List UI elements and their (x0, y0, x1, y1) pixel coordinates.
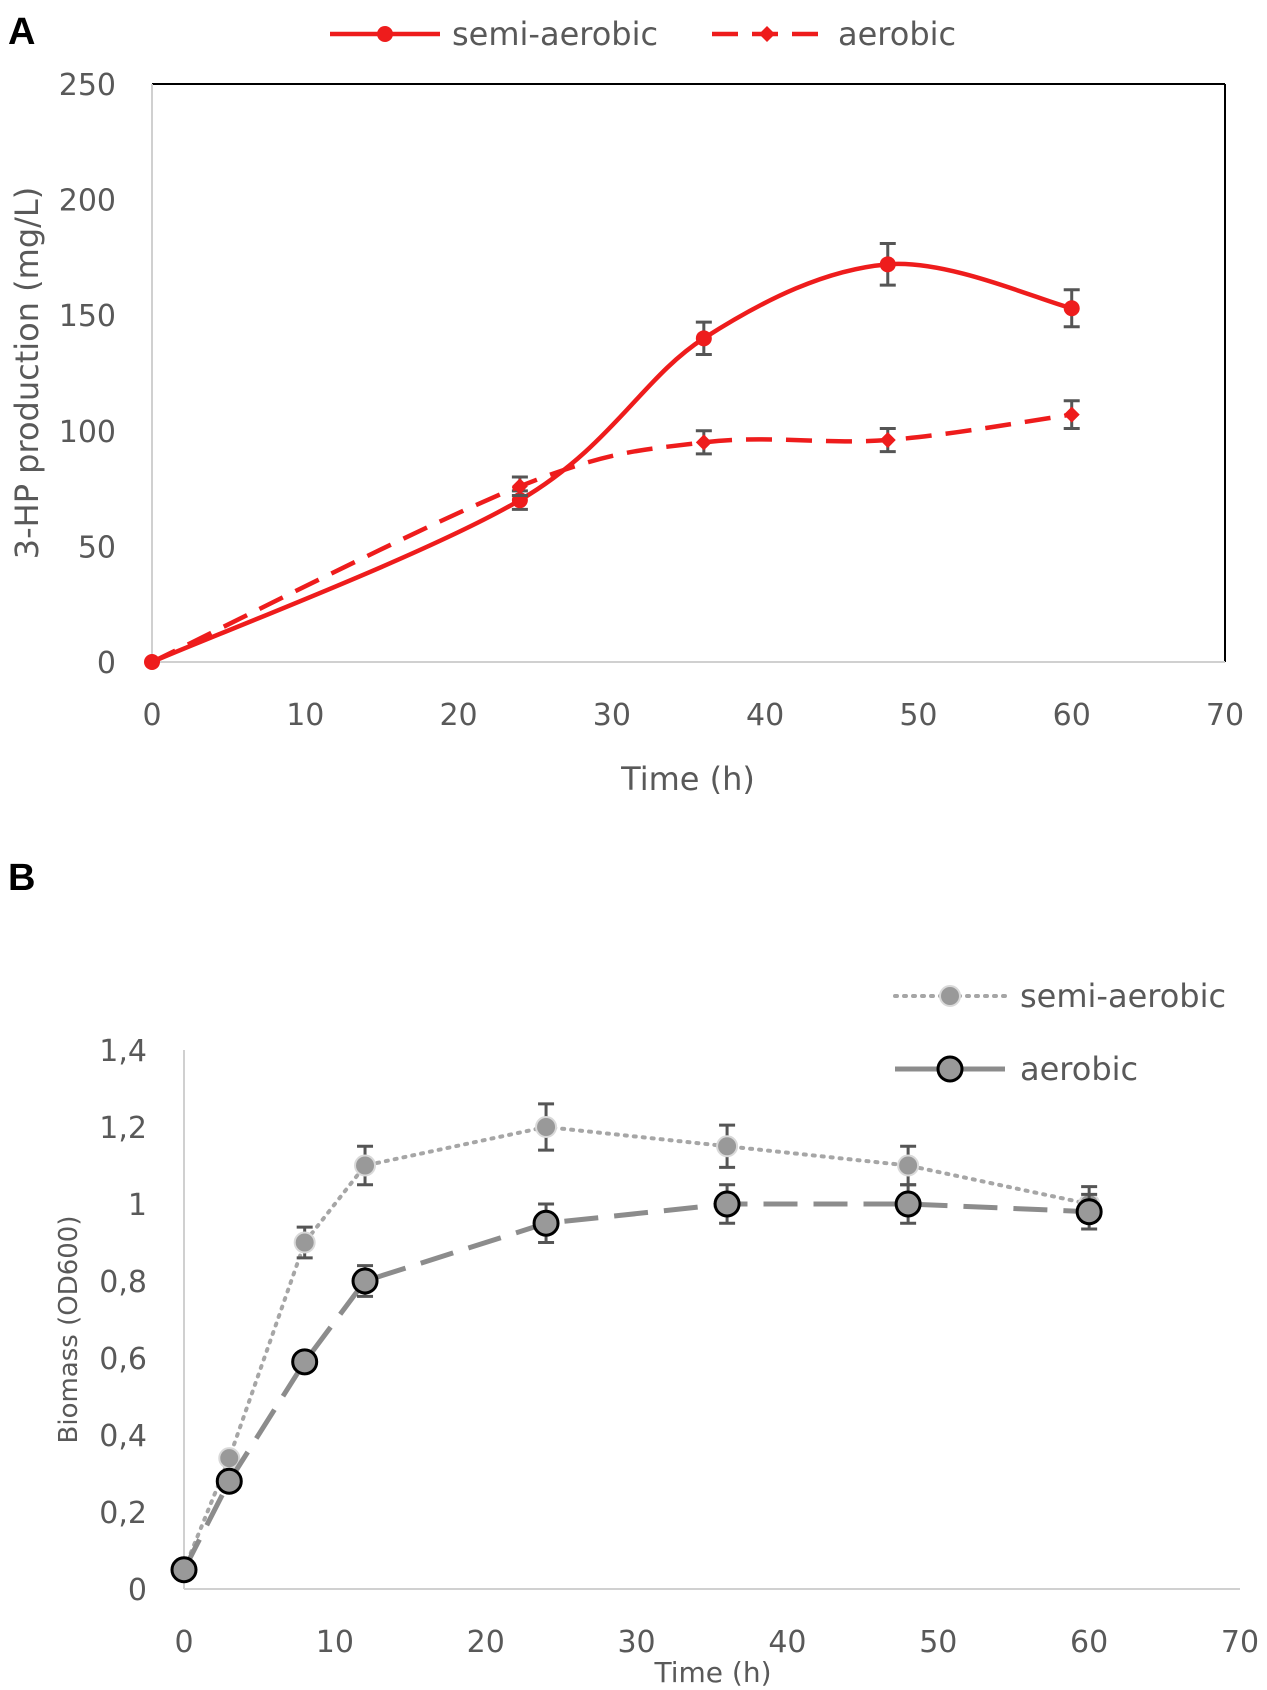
x-tick-label: 10 (286, 698, 324, 733)
data-point (215, 1467, 243, 1495)
legend-label-semi-aerobic: semi-aerobic (1020, 977, 1226, 1015)
data-point (291, 1348, 319, 1376)
x-axis-title: Time (h) (620, 760, 755, 798)
data-point (1063, 406, 1080, 423)
legend-label-aerobic: aerobic (1020, 1050, 1138, 1088)
x-tick-label: 50 (919, 1625, 957, 1660)
data-point (511, 478, 528, 495)
x-tick-label: 40 (746, 698, 784, 733)
data-point (354, 1154, 377, 1177)
series-line-aerobic (181, 1201, 1090, 1571)
chart-a: 0 10 20 30 40 50 60 70 0 50 100 150 200 250 Time (h) 3-… (8, 15, 1244, 798)
x-tick-label: 70 (1221, 1625, 1259, 1660)
data-point (1063, 300, 1080, 317)
y-tick-label: 0,4 (99, 1419, 147, 1454)
data-point (695, 330, 712, 347)
x-tick-label: 50 (899, 698, 937, 733)
x-tick-label: 30 (593, 698, 631, 733)
y-tick-label: 250 (59, 68, 116, 103)
x-tick-label: 0 (174, 1625, 193, 1660)
y-axis-title: Biomass (OD600) (54, 1216, 84, 1444)
data-point (879, 432, 896, 449)
data-point (695, 434, 712, 451)
x-tick-label: 40 (768, 1625, 806, 1660)
y-tick-label: 1,4 (99, 1034, 147, 1069)
x-axis-title: Time (h) (653, 1656, 771, 1689)
y-tick-label: 200 (59, 184, 116, 219)
x-tick-label: 20 (439, 698, 477, 733)
legend-marker-aerobic (936, 1055, 964, 1083)
series-line-aerobic (151, 412, 1073, 665)
y-tick-label: 0 (128, 1573, 147, 1608)
legend-marker-aerobic (759, 26, 775, 42)
y-tick-label: 0,8 (99, 1265, 147, 1300)
legend-label-semi-aerobic: semi-aerobic (452, 15, 658, 53)
data-point (716, 1135, 739, 1158)
y-tick-label: 0,2 (99, 1496, 147, 1531)
y-axis-title: 3-HP production (mg/L) (8, 187, 46, 560)
y-tick-label: 0 (97, 646, 116, 681)
x-tick-label: 70 (1206, 698, 1244, 733)
data-point (535, 1116, 558, 1138)
y-tick-label: 50 (78, 530, 116, 565)
data-point (894, 1190, 922, 1218)
y-tick-label: 1,2 (99, 1111, 147, 1146)
x-tick-label: 60 (1070, 1625, 1108, 1660)
y-tick-label: 150 (59, 299, 116, 334)
legend-marker-semi-aerobic (377, 26, 393, 42)
x-tick-label: 30 (617, 1625, 655, 1660)
chart-b: 0 10 20 30 40 50 60 70 0 0,2 0,4 0,6 0,8 1 1,2 1,4 Time … (54, 977, 1259, 1689)
data-point (897, 1154, 920, 1177)
legend-marker-semi-aerobic (939, 985, 961, 1007)
data-point (293, 1231, 316, 1254)
data-point (1075, 1198, 1103, 1226)
data-point (170, 1556, 198, 1584)
data-point (218, 1447, 241, 1470)
y-tick-label: 100 (59, 415, 116, 450)
panel-a-label: A (8, 11, 35, 53)
x-tick-label: 20 (467, 1625, 505, 1660)
y-tick-label: 1 (128, 1188, 147, 1223)
x-tick-label: 10 (316, 1625, 354, 1660)
legend-label-aerobic: aerobic (838, 15, 956, 53)
series-line-semi-aerobic (151, 261, 1073, 665)
data-point (351, 1267, 379, 1295)
y-tick-label: 0,6 (99, 1342, 147, 1377)
panel-b-label: B (8, 857, 35, 899)
series-line-semi-aerobic (182, 1124, 1092, 1572)
data-point (144, 654, 160, 670)
data-point (713, 1190, 741, 1218)
x-tick-label: 0 (142, 698, 161, 733)
data-point (532, 1209, 560, 1237)
data-point (879, 256, 896, 273)
x-tick-label: 60 (1053, 698, 1091, 733)
